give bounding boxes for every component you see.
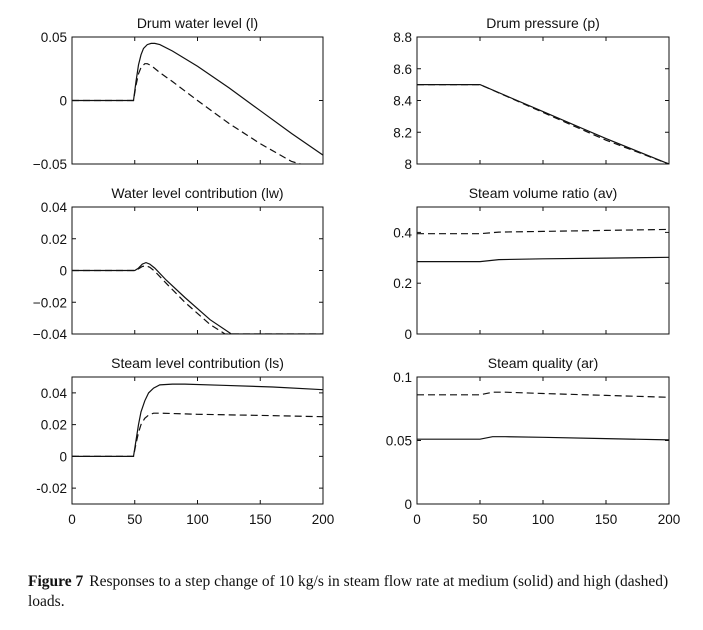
y-tick-label: 0.04 xyxy=(41,386,68,401)
chart-title: Drum pressure (p) xyxy=(486,15,600,31)
y-tick-label: 0 xyxy=(59,449,67,464)
dashed-series-line xyxy=(72,63,301,164)
chart-panel: Water level contribution (lw) 0.04 0.02 0 −0… xyxy=(33,185,324,342)
solid-series-line xyxy=(417,256,669,263)
figure-caption-text: Responses to a step change of 10 kg/s in… xyxy=(28,573,669,610)
x-tick-label: 100 xyxy=(532,512,555,527)
y-tick-label: 8 xyxy=(404,157,412,172)
chart-title: Steam quality (ar) xyxy=(488,355,598,371)
y-tick-label: 0.1 xyxy=(393,370,412,385)
figure-panels: Drum water level (l) 0.05 0 −0.05 Drum press… xyxy=(33,15,681,527)
axes-frame xyxy=(71,376,324,505)
y-tick-label: 0.04 xyxy=(41,200,68,215)
y-tick-label: 0 xyxy=(59,264,67,279)
dashed-series-line xyxy=(72,412,323,457)
x-tick-label: 50 xyxy=(472,512,487,527)
y-tick-label: −0.02 xyxy=(33,295,67,310)
y-tick-label: 8.8 xyxy=(393,30,412,45)
chart-title: Steam volume ratio (av) xyxy=(469,185,618,201)
dashed-series-line xyxy=(417,228,669,235)
solid-series-line xyxy=(417,436,669,441)
chart-panel: Drum pressure (p) 8.8 8.6 8.4 8.2 8 xyxy=(393,15,670,172)
x-tick-label: 50 xyxy=(127,512,142,527)
y-tick-label: 0.02 xyxy=(41,232,67,247)
dashed-series-line xyxy=(417,83,669,164)
x-tick-label: 150 xyxy=(249,512,272,527)
chart-title: Steam level contribution (ls) xyxy=(111,355,284,371)
chart-panel: Steam volume ratio (av) 0.4 0.2 0 xyxy=(393,185,670,342)
y-tick-label: 0.05 xyxy=(41,30,67,45)
y-tick-label: 0.05 xyxy=(386,434,412,449)
axes-frame xyxy=(416,206,670,335)
y-tick-label: 8.6 xyxy=(393,62,412,77)
chart-title: Drum water level (l) xyxy=(137,15,258,31)
x-tick-label: 150 xyxy=(595,512,618,527)
x-tick-label: 200 xyxy=(658,512,681,527)
y-tick-label: 8.2 xyxy=(393,125,412,140)
solid-series-line xyxy=(72,42,323,156)
figure-caption-label: Figure 7 xyxy=(28,573,84,590)
x-tick-label: 0 xyxy=(413,512,421,527)
x-tick-label: 100 xyxy=(186,512,209,527)
x-tick-label: 200 xyxy=(312,512,335,527)
solid-series-line xyxy=(72,261,323,334)
figure-caption: Figure 7 Responses to a step change of 10… xyxy=(28,572,688,612)
y-tick-label: −0.05 xyxy=(33,157,67,172)
y-tick-label: 0.02 xyxy=(41,418,67,433)
chart-panel: Drum water level (l) 0.05 0 −0.05 xyxy=(33,15,324,172)
axes-frame xyxy=(416,36,670,165)
dashed-series-line xyxy=(72,265,323,334)
chart-title: Water level contribution (lw) xyxy=(111,185,283,201)
y-tick-label: 0 xyxy=(404,497,412,512)
y-tick-label: −0.04 xyxy=(33,327,68,342)
solid-series-line xyxy=(417,83,669,164)
solid-series-line xyxy=(72,383,323,457)
y-tick-label: 0.4 xyxy=(393,225,412,240)
y-tick-label: 0 xyxy=(59,94,67,109)
y-tick-label: 0.2 xyxy=(393,276,412,291)
y-tick-label: 0 xyxy=(404,327,412,342)
y-tick-label: 8.4 xyxy=(393,94,412,109)
chart-panel: Steam quality (ar) 0.1 0.05 00 50 100 150 200 xyxy=(386,355,681,527)
dashed-series-line xyxy=(417,391,669,398)
x-tick-label: 0 xyxy=(68,512,76,527)
y-tick-label: -0.02 xyxy=(36,481,67,496)
chart-panel: Steam level contribution (ls) 0.04 0.02 0 -0… xyxy=(36,355,334,527)
